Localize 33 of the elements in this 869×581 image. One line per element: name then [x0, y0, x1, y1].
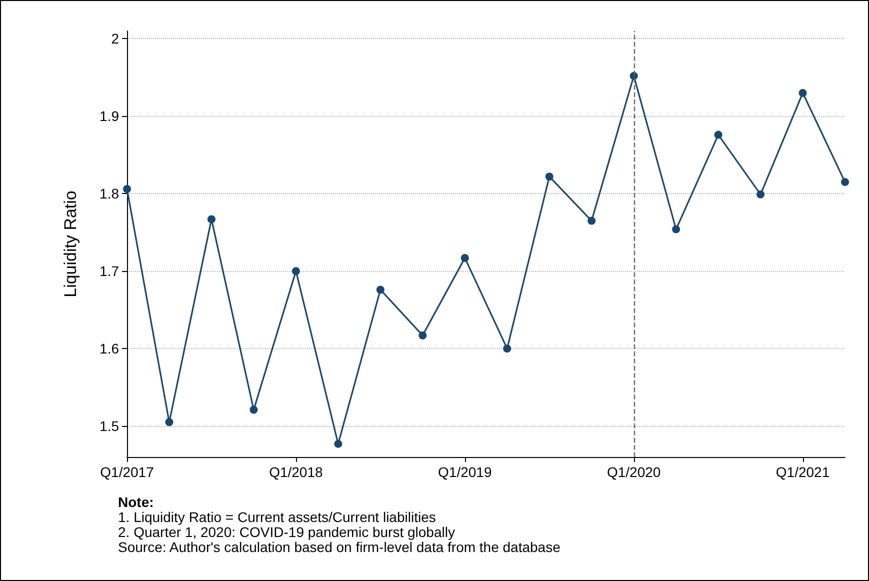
- point: [503, 344, 512, 353]
- source-note: Source: Author's calculation based on firm-level data from the database: [118, 539, 561, 555]
- point: [250, 406, 258, 414]
- point: [545, 172, 554, 181]
- y-tick-label: 1.9: [100, 108, 120, 124]
- text: 1. Liquidity Ratio = Current assets/Current liabilities: [118, 509, 436, 525]
- point: [207, 215, 216, 224]
- y-tick-label: 1.5: [100, 418, 120, 434]
- y-tick-label: 1.6: [100, 340, 120, 357]
- point: [798, 88, 807, 97]
- x-tick-label: Q1/2021: [776, 464, 830, 480]
- x-tick-label: Q1/2018: [269, 464, 324, 480]
- y-axis-title: Liquidity Ratio: [61, 190, 80, 298]
- text: Note:: [118, 494, 154, 510]
- y-tick-label: 1.7: [100, 263, 120, 280]
- point: [123, 185, 131, 194]
- y-tick-label: 2: [111, 30, 120, 47]
- point: [460, 254, 469, 262]
- point: [292, 267, 300, 276]
- point: [334, 440, 342, 448]
- point: [165, 418, 174, 426]
- point: [376, 286, 384, 294]
- point: [672, 225, 680, 234]
- point: [841, 178, 849, 186]
- x-tick-label: Q1/2020: [606, 464, 661, 480]
- point: [756, 190, 765, 198]
- y-tick-label: 1.8: [100, 186, 120, 202]
- point: [418, 331, 427, 340]
- text: 2. Quarter 1, 2020: COVID-19 pandemic burst globally: [118, 524, 455, 540]
- x-tick-label: Q1/2017: [100, 464, 154, 480]
- x-tick-label: Q1/2019: [438, 464, 492, 480]
- point: [588, 216, 596, 225]
- point: [714, 130, 722, 139]
